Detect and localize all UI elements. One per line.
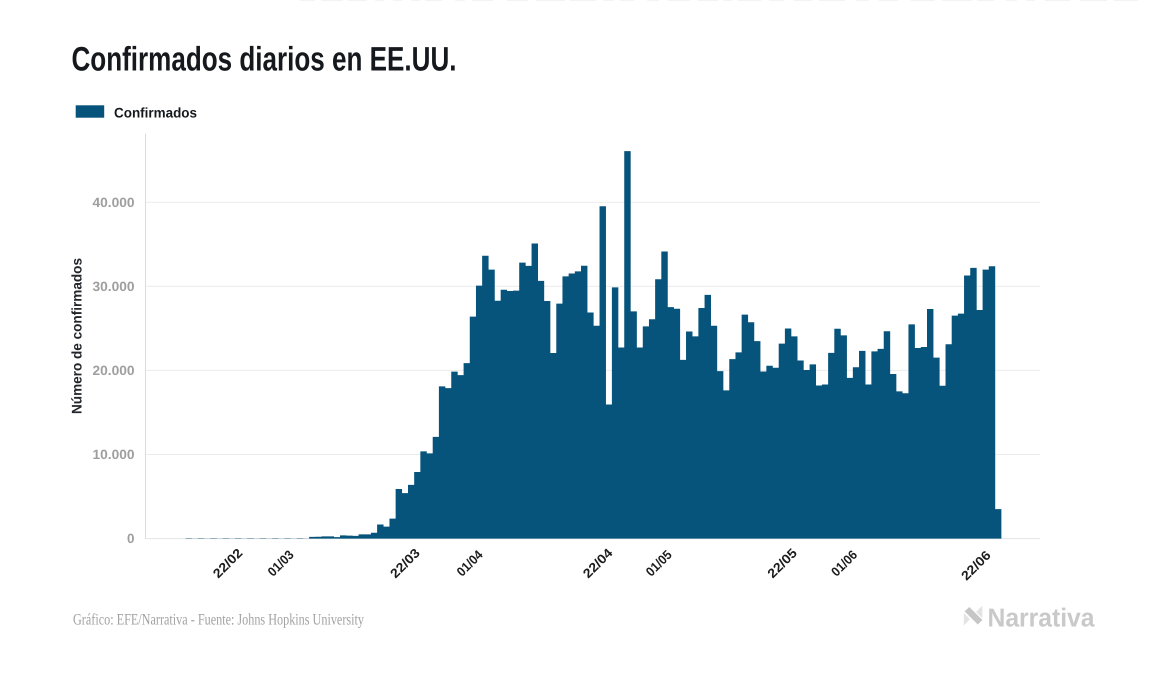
svg-text:10.000: 10.000 xyxy=(93,447,135,462)
svg-text:40.000: 40.000 xyxy=(93,195,135,210)
svg-text:Confirmados: Confirmados xyxy=(114,105,197,121)
svg-text:Número de confirmados: Número de confirmados xyxy=(69,258,85,414)
svg-text:0: 0 xyxy=(127,531,134,546)
svg-text:30.000: 30.000 xyxy=(93,279,135,294)
svg-text:Confirmados diarios en EE.UU.: Confirmados diarios en EE.UU. xyxy=(72,41,457,79)
svg-text:Gráfico: EFE/Narrativa - Fuent: Gráfico: EFE/Narrativa - Fuente: Johns H… xyxy=(73,612,364,629)
svg-text:Narrativa: Narrativa xyxy=(988,602,1096,632)
svg-text:20.000: 20.000 xyxy=(93,363,135,378)
